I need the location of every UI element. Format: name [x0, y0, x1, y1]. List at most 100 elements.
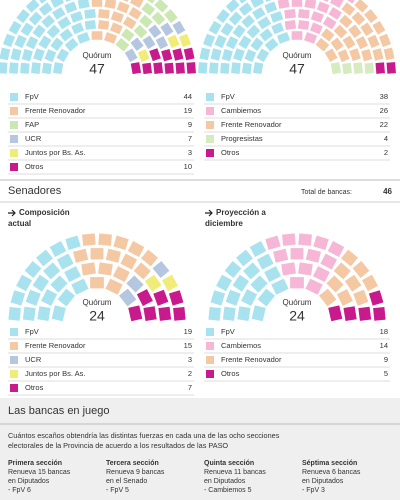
legend-label: Otros: [25, 383, 44, 392]
seat: [130, 62, 142, 75]
seat: [321, 28, 335, 42]
seat: [305, 278, 323, 295]
seat: [313, 235, 329, 251]
party-seats: [328, 290, 386, 322]
seat: [25, 36, 39, 50]
seat: [305, 248, 321, 263]
seat: [143, 0, 158, 4]
seat: [309, 22, 323, 35]
seat: [133, 24, 148, 39]
seat: [237, 306, 251, 321]
seat: [162, 274, 178, 292]
seat: [70, 11, 84, 23]
seat: [246, 24, 261, 39]
seat: [375, 62, 385, 74]
description: electorales de la Provincia de acuerdo a…: [8, 441, 228, 450]
legend-label: Cambiemos: [221, 341, 261, 350]
seat: [50, 0, 65, 8]
seat: [298, 262, 313, 276]
seat: [290, 248, 304, 260]
seat: [161, 48, 173, 62]
legend-swatch: [10, 342, 18, 350]
seat: [167, 34, 180, 49]
seat: [10, 290, 26, 306]
seat: [112, 266, 130, 283]
seat: [224, 261, 242, 278]
section-title: Primera sección: [8, 460, 62, 467]
seat: [349, 48, 361, 62]
seat: [32, 24, 46, 39]
seat: [46, 24, 61, 39]
seat: [57, 16, 72, 30]
seat: [372, 48, 384, 61]
legend-label: Otros: [221, 148, 240, 157]
seat: [383, 47, 395, 61]
party-seats: [277, 0, 358, 44]
seat: [49, 241, 67, 257]
quorum-value: 24: [89, 308, 105, 324]
seat: [136, 289, 153, 307]
arrow: [8, 209, 16, 217]
seat: [16, 9, 30, 24]
seat: [250, 37, 264, 51]
seat: [36, 249, 53, 267]
seat: [57, 288, 76, 307]
seat: [186, 62, 196, 74]
legend-label: Cambiemos: [221, 106, 261, 115]
seat: [361, 48, 373, 62]
quorum-label: Quórum: [83, 298, 112, 307]
seat: [351, 11, 366, 26]
party-seats: [198, 0, 291, 75]
seat: [329, 0, 344, 8]
seat: [173, 307, 186, 321]
seat: [51, 305, 66, 322]
seat: [312, 266, 330, 283]
seat: [259, 28, 273, 42]
seat: [271, 22, 285, 35]
seat: [42, 62, 52, 75]
legend-label: FpV: [25, 92, 39, 101]
seat: [216, 274, 232, 292]
seat: [52, 6, 66, 20]
seat: [139, 14, 153, 29]
seat: [364, 9, 378, 24]
seat: [84, 20, 97, 30]
seat: [105, 278, 123, 295]
seat: [36, 0, 51, 4]
section-line: en Diputados: [204, 478, 246, 485]
legend-swatch: [206, 370, 214, 378]
seat: [210, 48, 222, 61]
legend-label: Otros: [25, 162, 44, 171]
seat: [276, 32, 291, 44]
seat: [264, 1, 278, 14]
seat: [103, 32, 118, 44]
seat: [256, 253, 274, 270]
legend-value: 2: [384, 148, 388, 157]
seat: [336, 289, 353, 307]
party-seats: [8, 235, 89, 322]
legend-value: 9: [188, 120, 192, 129]
legend-swatch: [10, 328, 18, 336]
seat: [168, 290, 184, 306]
seat: [284, 20, 297, 30]
seat: [225, 0, 240, 13]
party-seats: [318, 249, 378, 307]
legend-swatch: [10, 121, 18, 129]
seat: [104, 0, 117, 9]
section-line: Renueva 6 bancas: [302, 469, 361, 476]
seat: [352, 261, 370, 278]
legend-value: 19: [184, 106, 192, 115]
seat: [341, 249, 358, 267]
seat: [154, 0, 169, 13]
seat: [153, 62, 163, 74]
seat: [160, 22, 174, 37]
seat: [64, 37, 79, 52]
quorum-label: Quórum: [283, 298, 312, 307]
seat: [198, 62, 208, 74]
seat: [265, 235, 281, 251]
seat: [50, 275, 68, 293]
seat: [38, 2, 53, 16]
seat: [373, 307, 386, 321]
section-title: Séptima sección: [302, 460, 357, 467]
legend-label: Frente Renovador: [25, 341, 86, 350]
